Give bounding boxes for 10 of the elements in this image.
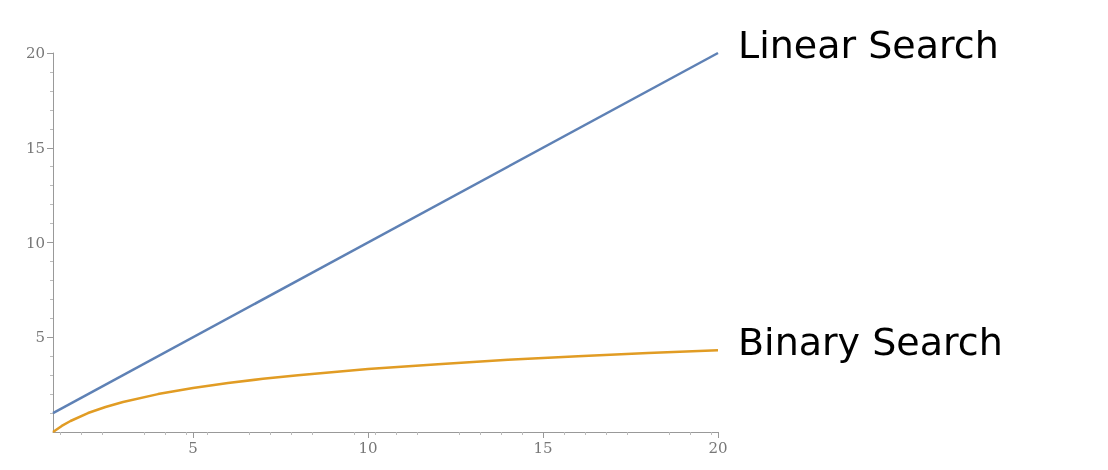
- y-tick-label: 10: [25, 233, 45, 252]
- series-label: Linear Search: [738, 23, 999, 67]
- y-tick-label: 20: [25, 44, 45, 62]
- x-tick-label: 20: [708, 438, 728, 457]
- y-tick-label: 5: [35, 328, 45, 347]
- y-tick-label: 15: [25, 138, 45, 157]
- series-label: Binary Search: [738, 320, 1003, 365]
- x-tick-label: 10: [358, 438, 378, 457]
- x-tick-label: 15: [533, 438, 553, 457]
- x-tick-label: 5: [188, 438, 198, 457]
